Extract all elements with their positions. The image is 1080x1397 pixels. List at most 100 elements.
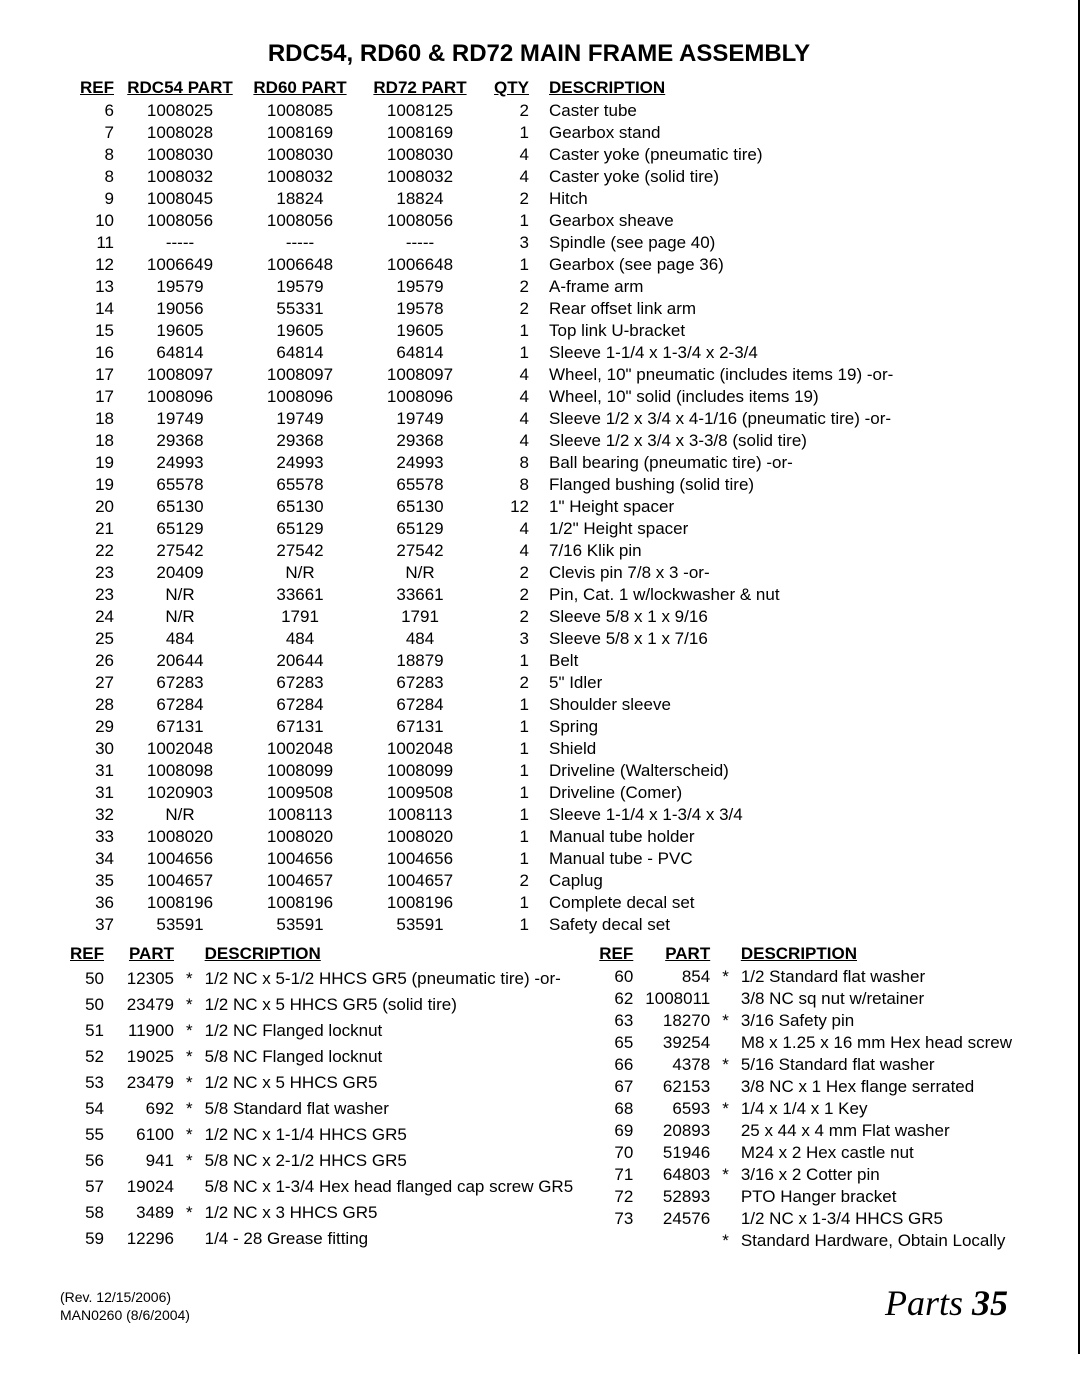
cell-rd60: 1791 xyxy=(240,606,360,628)
cell-ref: 66 xyxy=(589,1054,639,1076)
cell-rdc54: 24993 xyxy=(120,452,240,474)
cell-desc: Wheel, 10" pneumatic (includes items 19)… xyxy=(535,364,1018,386)
cell-rdc54: 1008196 xyxy=(120,892,240,914)
cell-ref: 73 xyxy=(589,1208,639,1230)
cell-desc: 3/16 x 2 Cotter pin xyxy=(735,1164,1018,1186)
cell-desc: 5/8 NC x 1-3/4 Hex head flanged cap scre… xyxy=(199,1174,519,1200)
cell-qty: 1 xyxy=(480,760,535,782)
cell-qty: 4 xyxy=(480,166,535,188)
cell-rd60: 1009508 xyxy=(240,782,360,804)
cell-rdc54: 1008045 xyxy=(120,188,240,210)
table-row: 2320409N/RN/R2Clevis pin 7/8 x 3 -or- xyxy=(60,562,1018,584)
cell-qty: 2 xyxy=(480,100,535,122)
cell-desc: 1/4 - 28 Grease fitting xyxy=(199,1226,519,1252)
cell-star xyxy=(180,1226,199,1252)
cell-rd60: 1004657 xyxy=(240,870,360,892)
table-header-row: REF RDC54 PART RD60 PART RD72 PART QTY D… xyxy=(60,76,1018,100)
cell-rdc54: 484 xyxy=(120,628,240,650)
table-row: 5012305*1/2 NC x 5-1/2 HHCS GR5 (pneumat… xyxy=(60,966,519,992)
table-header-row: REF PART DESCRIPTION xyxy=(60,942,519,966)
cell-ref: 35 xyxy=(60,870,120,892)
cell-desc: 1/2 NC x 5 HHCS GR5 (solid tire) xyxy=(199,992,519,1018)
table-row: 286728467284672841Shoulder sleeve xyxy=(60,694,1018,716)
cell-ref: 72 xyxy=(589,1186,639,1208)
cell-rdc54: 1008098 xyxy=(120,760,240,782)
cell-qty: 1 xyxy=(480,716,535,738)
cell-desc: 3/8 NC sq nut w/retainer xyxy=(735,988,1018,1010)
cell-ref: 50 xyxy=(60,992,110,1018)
cell-qty: 12 xyxy=(480,496,535,518)
cell-desc: Spring xyxy=(535,716,1018,738)
table-row: 296713167131671311Spring xyxy=(60,716,1018,738)
note-star: * xyxy=(716,1230,735,1252)
cell-desc: 1" Height spacer xyxy=(535,496,1018,518)
cell-desc: 1/2 NC x 1-1/4 HHCS GR5 xyxy=(199,1122,519,1148)
cell-qty: 1 xyxy=(480,320,535,342)
table-row: 11---------------3Spindle (see page 40) xyxy=(60,232,1018,254)
cell-star xyxy=(716,1208,735,1230)
cell-rdc54: 1008097 xyxy=(120,364,240,386)
cell-rd60: 67131 xyxy=(240,716,360,738)
cell-star: * xyxy=(180,1122,199,1148)
cell-ref: 60 xyxy=(589,966,639,988)
cell-star: * xyxy=(716,1164,735,1186)
cell-rd72: ----- xyxy=(360,232,480,254)
cell-ref: 19 xyxy=(60,474,120,496)
cell-qty: 1 xyxy=(480,826,535,848)
cell-desc: 1/4 x 1/4 x 1 Key xyxy=(735,1098,1018,1120)
cell-desc: Gearbox stand xyxy=(535,122,1018,144)
revision-date: (Rev. 12/15/2006) xyxy=(60,1288,190,1306)
cell-rd72: 1008032 xyxy=(360,166,480,188)
cell-rd60: 18824 xyxy=(240,188,360,210)
cell-ref: 29 xyxy=(60,716,120,738)
cell-rd72: 67131 xyxy=(360,716,480,738)
cell-qty: 1 xyxy=(480,804,535,826)
cell-star xyxy=(716,988,735,1010)
cell-part: 18270 xyxy=(639,1010,716,1032)
table-row: 6318270*3/16 Safety pin xyxy=(589,1010,1018,1032)
cell-desc: 1/2 NC x 1-3/4 HHCS GR5 xyxy=(735,1208,1018,1230)
cell-desc: 1/2 Standard flat washer xyxy=(735,966,1018,988)
table-row: 311008098100809910080991Driveline (Walte… xyxy=(60,760,1018,782)
cell-rdc54: 1004656 xyxy=(120,848,240,870)
cell-rd72: 1008099 xyxy=(360,760,480,782)
table-row: 61008025100808510081252Caster tube xyxy=(60,100,1018,122)
header-ref: REF xyxy=(589,942,639,966)
cell-part: 20893 xyxy=(639,1120,716,1142)
cell-rd72: 19578 xyxy=(360,298,480,320)
cell-rdc54: 67131 xyxy=(120,716,240,738)
cell-rdc54: 1004657 xyxy=(120,870,240,892)
cell-desc: Complete decal set xyxy=(535,892,1018,914)
cell-ref: 58 xyxy=(60,1200,110,1226)
cell-rd72: 1008113 xyxy=(360,804,480,826)
cell-ref: 12 xyxy=(60,254,120,276)
manual-number: MAN0260 (8/6/2004) xyxy=(60,1306,190,1324)
cell-star: * xyxy=(716,1098,735,1120)
cell-rd72: 1008125 xyxy=(360,100,480,122)
footer-left: (Rev. 12/15/2006) MAN0260 (8/6/2004) xyxy=(60,1288,190,1324)
cell-ref: 51 xyxy=(60,1018,110,1044)
cell-rd60: 1008096 xyxy=(240,386,360,408)
cell-rd72: 1008096 xyxy=(360,386,480,408)
cell-ref: 52 xyxy=(60,1044,110,1070)
cell-rd60: 67283 xyxy=(240,672,360,694)
cell-rd60: 65129 xyxy=(240,518,360,540)
cell-rd72: 67284 xyxy=(360,694,480,716)
cell-ref: 33 xyxy=(60,826,120,848)
cell-desc: 25 x 44 x 4 mm Flat washer xyxy=(735,1120,1018,1142)
cell-ref: 11 xyxy=(60,232,120,254)
cell-ref: 70 xyxy=(589,1142,639,1164)
table-row: 57190245/8 NC x 1-3/4 Hex head flanged c… xyxy=(60,1174,519,1200)
cell-star xyxy=(180,1174,199,1200)
cell-rdc54: 19579 xyxy=(120,276,240,298)
cell-qty: 4 xyxy=(480,518,535,540)
page: RDC54, RD60 & RD72 MAIN FRAME ASSEMBLY R… xyxy=(0,0,1080,1354)
cell-ref: 21 xyxy=(60,518,120,540)
cell-part: 1008011 xyxy=(639,988,716,1010)
cell-desc: M8 x 1.25 x 16 mm Hex head screw xyxy=(735,1032,1018,1054)
cell-ref: 50 xyxy=(60,966,110,992)
cell-rdc54: 20644 xyxy=(120,650,240,672)
cell-rd72: 33661 xyxy=(360,584,480,606)
cell-rdc54: 19749 xyxy=(120,408,240,430)
cell-desc: Sleeve 5/8 x 1 x 7/16 xyxy=(535,628,1018,650)
